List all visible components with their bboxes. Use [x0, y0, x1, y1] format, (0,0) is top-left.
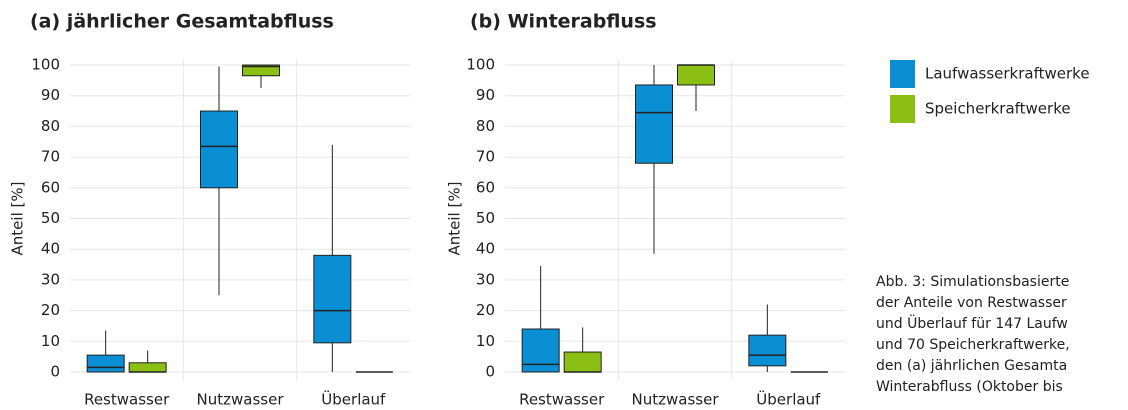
y-tick-label: 90 [476, 86, 495, 104]
y-tick-label: 50 [41, 209, 60, 227]
legend-swatch [890, 60, 915, 88]
legend-label: Speicherkraftwerke [925, 100, 1071, 118]
box [677, 64, 715, 86]
box [563, 351, 602, 373]
caption-line: und 70 Speicherkraftwerke, [876, 337, 1070, 353]
y-tick-label: 20 [41, 301, 60, 319]
box [242, 64, 280, 77]
y-tick-label: 40 [476, 240, 495, 258]
y-tick-label: 60 [476, 178, 495, 196]
y-tick-label: 10 [476, 332, 495, 350]
y-tick-label: 40 [41, 240, 60, 258]
x-tick-label: Restwasser [84, 391, 170, 409]
x-tick-label: Nutzwasser [197, 391, 285, 409]
y-tick-label: 90 [41, 86, 60, 104]
box [748, 334, 787, 367]
box [200, 110, 238, 189]
chart-title: (a) jährlicher Gesamtabfluss [30, 11, 334, 33]
caption-line: der Anteile von Restwasser [876, 295, 1067, 311]
y-tick-label: 30 [476, 270, 495, 288]
x-tick-label: Restwasser [519, 391, 605, 409]
y-tick-label: 70 [41, 148, 60, 166]
y-tick-label: 10 [41, 332, 60, 350]
legend-swatch [890, 95, 915, 123]
y-tick-label: 100 [31, 56, 60, 74]
y-tick-label: 80 [476, 117, 495, 135]
y-axis-label: Anteil [%] [446, 182, 464, 256]
caption-line: und Überlauf für 147 Laufw [876, 314, 1068, 332]
y-tick-label: 100 [466, 56, 495, 74]
legend-label: Laufwasserkraftwerke [925, 65, 1090, 83]
y-tick-label: 0 [485, 363, 495, 381]
caption-line: Winterabfluss (Oktober bis [876, 379, 1063, 395]
y-tick-label: 60 [41, 178, 60, 196]
box [128, 362, 167, 373]
box [313, 254, 352, 344]
y-tick-label: 50 [476, 209, 495, 227]
y-axis-label: Anteil [%] [9, 182, 27, 256]
x-tick-label: Nutzwasser [632, 391, 720, 409]
y-tick-label: 0 [50, 363, 60, 381]
x-tick-label: Überlauf [321, 390, 386, 409]
caption-line: Abb. 3: Simulationsbasierte [876, 274, 1069, 290]
y-tick-label: 20 [476, 301, 495, 319]
caption-line: den (a) jährlichen Gesamta [876, 358, 1067, 374]
x-tick-label: Überlauf [756, 390, 821, 409]
box [635, 84, 673, 164]
box [521, 328, 560, 373]
chart-title: (b) Winterabfluss [470, 11, 657, 33]
y-tick-label: 70 [476, 148, 495, 166]
y-tick-label: 30 [41, 270, 60, 288]
box [86, 354, 125, 373]
y-tick-label: 80 [41, 117, 60, 135]
